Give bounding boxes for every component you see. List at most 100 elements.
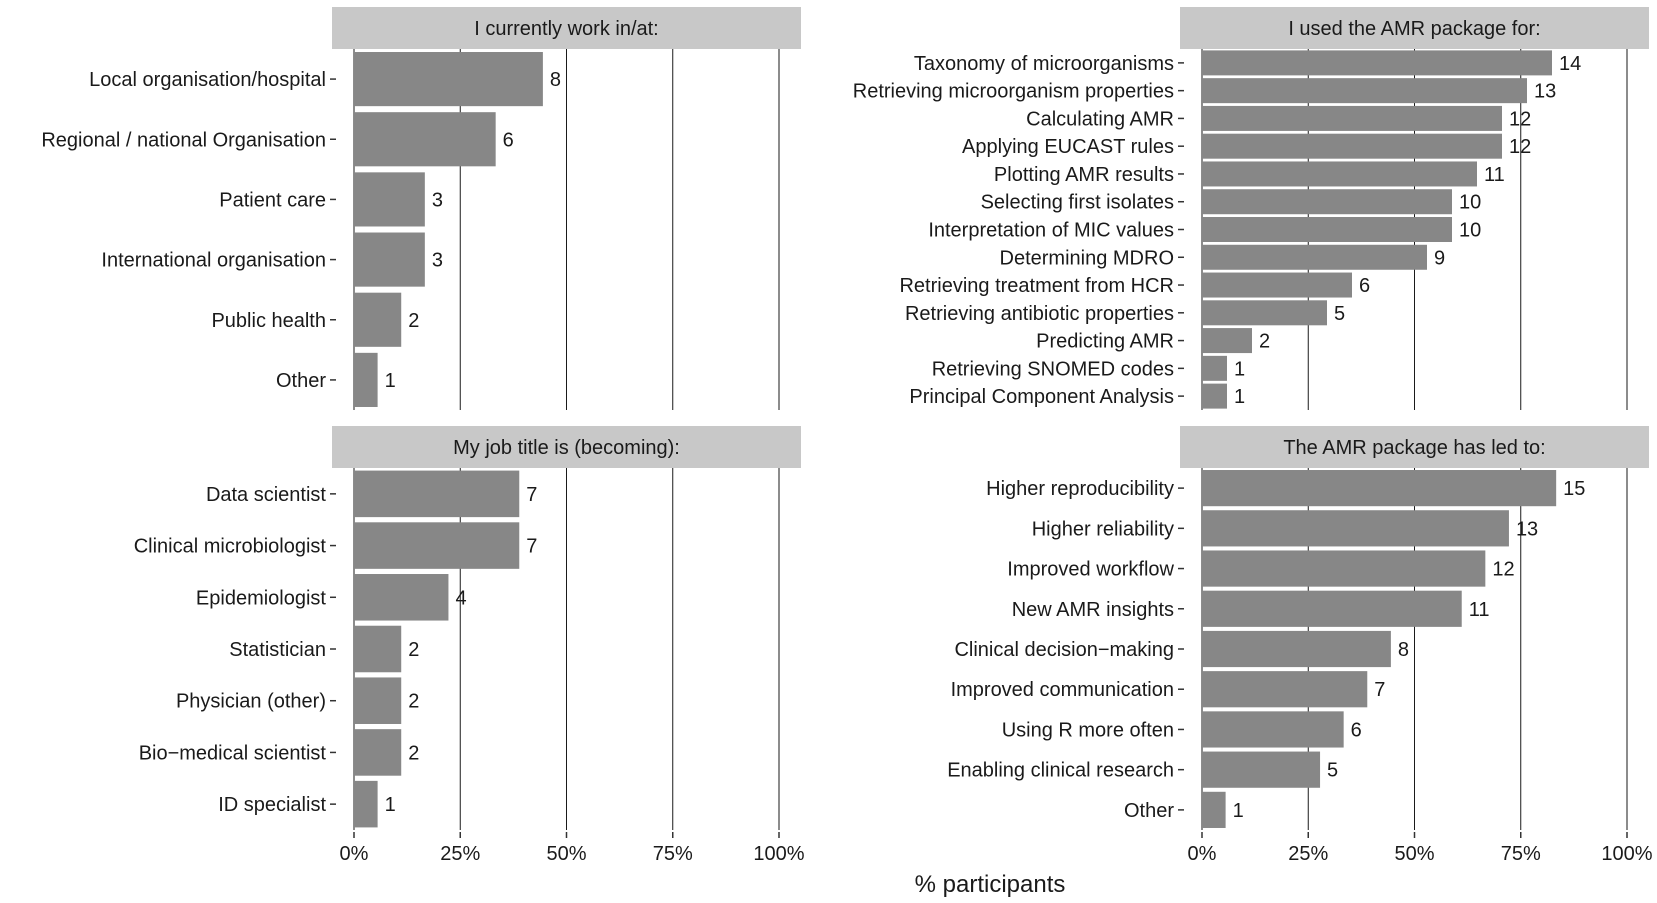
- value-label: 2: [408, 310, 419, 332]
- panel-3: My job title is (becoming): Data scientis…: [134, 426, 805, 865]
- x-tick-label: 25%: [440, 843, 480, 865]
- value-label: 15: [1563, 478, 1585, 500]
- category-label: Using R more often: [1002, 719, 1174, 741]
- bar: [354, 470, 520, 518]
- panel-title: I used the AMR package for:: [1288, 18, 1540, 40]
- category-label: ID specialist: [218, 794, 326, 816]
- bar: [1202, 272, 1352, 298]
- category-label: Patient care: [219, 189, 326, 211]
- bar: [354, 522, 520, 569]
- bar: [1202, 510, 1509, 547]
- category-label: Enabling clinical research: [947, 760, 1174, 782]
- category-label: Higher reproducibility: [986, 478, 1174, 500]
- category-label: New AMR insights: [1012, 599, 1174, 621]
- category-label: Determining MDRO: [1000, 247, 1174, 269]
- x-tick-label: 100%: [1601, 843, 1652, 865]
- category-label: Public health: [211, 310, 326, 332]
- bar: [1202, 244, 1427, 270]
- category-label: Interpretation of MIC values: [928, 220, 1174, 242]
- value-label: 1: [385, 370, 396, 392]
- bar: [354, 172, 425, 227]
- category-label: Bio−medical scientist: [139, 742, 327, 764]
- value-label: 5: [1334, 303, 1345, 325]
- bar: [354, 677, 402, 724]
- value-label: 4: [455, 587, 466, 609]
- bar: [1202, 161, 1477, 187]
- value-label: 6: [1359, 275, 1370, 297]
- bar: [1202, 78, 1527, 104]
- bar: [354, 232, 425, 287]
- category-label: Regional / national Organisation: [41, 129, 326, 151]
- bar: [1202, 470, 1557, 507]
- category-label: Clinical decision−making: [954, 639, 1174, 661]
- category-label: Retrieving antibiotic properties: [905, 303, 1174, 325]
- value-label: 12: [1492, 559, 1514, 581]
- bar: [1202, 300, 1327, 326]
- panel-strip: [1180, 7, 1649, 49]
- panel-1: I currently work in/at: Local organisatio…: [41, 7, 801, 410]
- category-label: Retrieving microorganism properties: [853, 81, 1174, 103]
- bar: [1202, 590, 1462, 627]
- bar: [354, 574, 449, 621]
- category-label: Local organisation/hospital: [89, 69, 326, 91]
- value-label: 8: [1398, 639, 1409, 661]
- x-tick-label: 75%: [1501, 843, 1541, 865]
- category-label: Improved communication: [951, 679, 1174, 701]
- x-tick-label: 25%: [1288, 843, 1328, 865]
- value-label: 13: [1516, 518, 1538, 540]
- x-axis-title: % participants: [915, 871, 1066, 898]
- value-label: 2: [408, 742, 419, 764]
- panel-title: My job title is (becoming):: [453, 437, 680, 459]
- bar: [1202, 217, 1452, 242]
- category-label: Retrieving SNOMED codes: [932, 358, 1174, 380]
- category-label: Physician (other): [176, 691, 326, 713]
- category-label: Taxonomy of microorganisms: [914, 53, 1174, 75]
- value-label: 10: [1459, 220, 1481, 242]
- value-label: 7: [526, 536, 537, 558]
- bar: [1202, 189, 1452, 215]
- value-label: 5: [1327, 760, 1338, 782]
- bar: [354, 729, 402, 776]
- panel-4: The AMR package has led to: Higher reprod…: [947, 426, 1653, 865]
- bar: [1202, 791, 1226, 828]
- x-tick-label: 75%: [653, 843, 693, 865]
- value-label: 1: [385, 794, 396, 816]
- category-label: Data scientist: [206, 484, 326, 506]
- value-label: 2: [1259, 331, 1270, 353]
- value-label: 1: [1233, 800, 1244, 822]
- value-label: 7: [526, 484, 537, 506]
- bar: [354, 52, 543, 107]
- panels-layer: I currently work in/at: Local organisatio…: [41, 7, 1653, 865]
- x-tick-label: 0%: [1188, 843, 1217, 865]
- value-label: 3: [432, 189, 443, 211]
- panel-strip: [1180, 426, 1649, 468]
- bar: [354, 112, 496, 167]
- category-label: Epidemiologist: [196, 587, 327, 609]
- bar: [1202, 50, 1552, 76]
- category-label: Retrieving treatment from HCR: [899, 275, 1174, 297]
- bar: [1202, 711, 1344, 748]
- value-label: 13: [1534, 81, 1556, 103]
- value-label: 14: [1559, 53, 1581, 75]
- category-label: Improved workflow: [1007, 559, 1174, 581]
- category-label: Other: [1124, 800, 1174, 822]
- bar: [354, 352, 378, 407]
- bar: [1202, 383, 1227, 409]
- value-label: 11: [1484, 164, 1505, 186]
- value-label: 1: [1234, 358, 1245, 380]
- value-label: 6: [503, 129, 514, 151]
- panel-2: I used the AMR package for: Taxonomy of m…: [853, 7, 1649, 410]
- bar: [354, 780, 378, 828]
- category-label: Selecting first isolates: [981, 192, 1174, 214]
- value-label: 11: [1469, 599, 1490, 621]
- panel-title: The AMR package has led to:: [1283, 437, 1545, 459]
- x-tick-label: 0%: [340, 843, 369, 865]
- bar: [1202, 751, 1321, 788]
- category-label: Predicting AMR: [1036, 331, 1174, 353]
- value-label: 2: [408, 639, 419, 661]
- x-tick-label: 50%: [546, 843, 586, 865]
- bar: [1202, 105, 1502, 131]
- category-label: Other: [276, 370, 326, 392]
- bar: [1202, 355, 1227, 381]
- category-label: Calculating AMR: [1026, 108, 1174, 130]
